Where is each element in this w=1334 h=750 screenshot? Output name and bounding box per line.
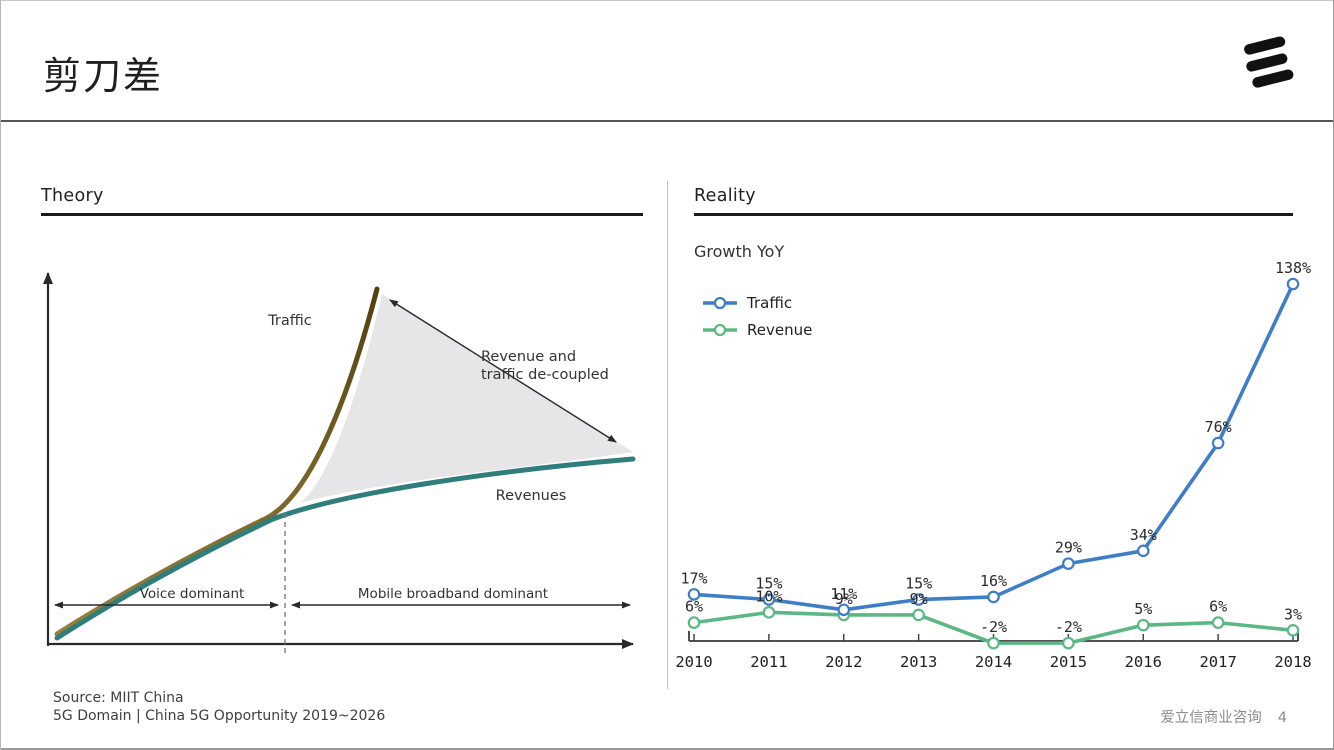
decoupled-label-line2: traffic de-coupled (481, 367, 609, 383)
traffic-point (1136, 544, 1150, 558)
theory-diagram: Traffic Revenues Revenue and traffic de-… (43, 272, 636, 653)
theory-revenue-curve (54, 456, 636, 641)
decoupled-gap-area (300, 294, 633, 503)
traffic-point (987, 590, 1000, 604)
revenue-point (687, 616, 701, 629)
theory-traffic-curve (54, 286, 380, 637)
revenue-point (762, 606, 776, 619)
x-tick-label: 2016 (1125, 653, 1162, 671)
legend-revenue-label: Revenue (747, 320, 813, 339)
revenue-point (1062, 636, 1075, 650)
traffic-value-label: 76% (1205, 418, 1232, 436)
traffic-point (912, 593, 925, 606)
revenue-point (1136, 618, 1150, 632)
traffic-point (687, 588, 701, 601)
traffic-line (692, 282, 1295, 612)
bottom-rule (1, 748, 1333, 750)
x-tick-label: 2010 (675, 653, 712, 671)
source-note: Source: MIIT China 5G Domain | China 5G … (53, 689, 385, 725)
revenue-value-label: 10% (755, 587, 782, 605)
x-tick-label: 2014 (975, 653, 1012, 671)
source-line1: Source: MIIT China (53, 690, 184, 706)
page-number: 4 (1277, 710, 1287, 726)
revenue-value-label: 3% (1284, 605, 1302, 623)
chart-legend: Traffic Revenue (703, 289, 812, 343)
traffic-value-label: 34% (1130, 526, 1157, 544)
x-tick-label: 2018 (1274, 653, 1311, 671)
traffic-line-marker-icon (703, 296, 737, 309)
footer-right: 爱立信商业咨询 4 (1160, 706, 1287, 727)
x-tick-label: 2011 (750, 653, 787, 671)
ericsson-logo-icon (1239, 31, 1297, 99)
footer-brand-text: 爱立信商业咨询 (1160, 710, 1262, 726)
theory-revenues-label: Revenues (496, 488, 567, 504)
page-title: 剪刀差 (43, 54, 164, 98)
traffic-point (1211, 436, 1225, 450)
theory-heading: Theory (41, 186, 104, 206)
decoupled-arrow (389, 299, 617, 443)
revenue-point (912, 608, 925, 622)
x-tick-label: 2013 (900, 653, 937, 671)
revenue-value-label: 9% (835, 590, 853, 608)
revenue-value-label: -2% (980, 618, 1007, 636)
decoupled-label-line1: Revenue and (481, 349, 576, 365)
traffic-point (1062, 557, 1075, 570)
traffic-value-label: 11% (830, 585, 857, 603)
traffic-value-label: 17% (680, 569, 707, 587)
legend-traffic-label: Traffic (747, 293, 793, 312)
revenue-point (1211, 616, 1225, 629)
revenue-value-label: 5% (1134, 600, 1152, 618)
traffic-value-label: 16% (980, 572, 1007, 590)
source-line2: 5G Domain | China 5G Opportunity 2019~20… (53, 708, 386, 724)
reality-chart: 2010 2011 2012 2013 2014 2015 2016 2017 2018 17% 1… (675, 259, 1311, 671)
revenue-value-label: 9% (910, 590, 928, 608)
revenue-line-marker-icon (703, 323, 737, 336)
theory-traffic-label: Traffic (267, 313, 312, 329)
x-tick-label: 2015 (1050, 653, 1087, 671)
legend-item-revenue: Revenue (703, 316, 812, 343)
voice-dominant-label: Voice dominant (140, 586, 245, 602)
legend-item-traffic: Traffic (703, 289, 812, 316)
header-divider (1, 120, 1333, 122)
panel-divider (667, 181, 668, 689)
traffic-point (762, 593, 776, 606)
revenue-point (987, 636, 1000, 650)
traffic-value-label: 29% (1055, 539, 1082, 557)
x-tick-label: 2012 (825, 653, 862, 671)
revenue-value-label: 6% (1209, 598, 1227, 616)
reality-heading-rule (694, 213, 1293, 216)
revenue-value-label: -2% (1055, 618, 1082, 636)
reality-heading: Reality (694, 186, 756, 206)
revenue-point (1286, 624, 1300, 637)
traffic-point (1286, 277, 1300, 291)
traffic-value-label: 15% (905, 575, 932, 593)
traffic-value-label: 138% (1275, 259, 1311, 277)
revenue-value-label: 6% (685, 598, 703, 616)
traffic-point (837, 603, 851, 617)
traffic-value-label: 15% (755, 575, 782, 593)
theory-heading-rule (41, 213, 643, 216)
chart-subtitle: Growth YoY (694, 242, 785, 261)
mbb-dominant-label: Mobile broadband dominant (358, 586, 548, 602)
x-tick-label: 2017 (1199, 653, 1236, 671)
